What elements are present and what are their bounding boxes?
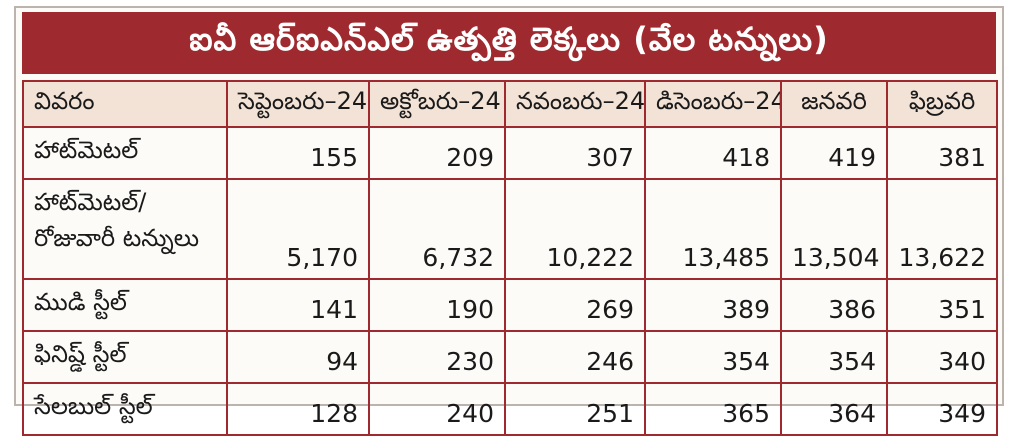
table-cell: 230 (368, 330, 506, 384)
row-label: ఫినిష్డ్ స్టీల్ (22, 330, 228, 384)
row-label: హాట్‌మెటల్ (22, 126, 228, 180)
table-cell: 10,222 (504, 178, 646, 280)
table-row: హాట్‌మెటల్/ రోజువారీ టన్నులు 5,170 6,732… (22, 178, 998, 280)
table-cell: 246 (504, 330, 646, 384)
table-cell: 209 (368, 126, 506, 180)
column-header-jan: జనవరి (780, 80, 888, 128)
column-header-oct-24: అక్టోబరు–24 (368, 80, 506, 128)
table-cell: 251 (504, 382, 646, 436)
table-row: ముడి స్టీల్ 141 190 269 389 386 351 (22, 278, 998, 332)
table-cell: 307 (504, 126, 646, 180)
table-cell: 141 (226, 278, 370, 332)
table-cell: 351 (886, 278, 998, 332)
production-table-card: ఐవీ ఆర్‌ఐఎన్‌ఎల్ ఉత్పత్తి లెక్కలు (వేల ట… (14, 6, 1004, 436)
row-label: సేలబుల్ స్టీల్ (22, 382, 228, 436)
table-cell: 13,485 (644, 178, 782, 280)
table-cell: 386 (780, 278, 888, 332)
table-cell: 364 (780, 382, 888, 436)
table-cell: 240 (368, 382, 506, 436)
header-row: వివరం సెప్టెంబరు–24 అక్టోబరు–24 నవంబరు–2… (22, 80, 998, 128)
table-cell: 365 (644, 382, 782, 436)
table-cell: 94 (226, 330, 370, 384)
column-header-sep-24: సెప్టెంబరు–24 (226, 80, 370, 128)
table-cell: 155 (226, 126, 370, 180)
row-label: హాట్‌మెటల్/ రోజువారీ టన్నులు (22, 178, 228, 280)
table-cell: 13,504 (780, 178, 888, 280)
table-cell: 354 (644, 330, 782, 384)
table-row: హాట్‌మెటల్ 155 209 307 418 419 381 (22, 126, 998, 180)
table-cell: 190 (368, 278, 506, 332)
table-cell: 354 (780, 330, 888, 384)
table-cell: 269 (504, 278, 646, 332)
table-row: ఫినిష్డ్ స్టీల్ 94 230 246 354 354 340 (22, 330, 998, 384)
table-cell: 6,732 (368, 178, 506, 280)
row-label: ముడి స్టీల్ (22, 278, 228, 332)
column-header-dec-24: డిసెంబరు–24 (644, 80, 782, 128)
table-cell: 389 (644, 278, 782, 332)
table-cell: 340 (886, 330, 998, 384)
table-title: ఐవీ ఆర్‌ఐఎన్‌ఎల్ ఉత్పత్తి లెక్కలు (వేల ట… (22, 12, 996, 74)
table-cell: 419 (780, 126, 888, 180)
row-label-line: రోజువారీ టన్నులు (34, 224, 200, 252)
column-header-feb: ఫిబ్రవరి (886, 80, 998, 128)
table-cell: 418 (644, 126, 782, 180)
column-header-detail: వివరం (22, 80, 228, 128)
table-cell: 5,170 (226, 178, 370, 280)
production-table: వివరం సెప్టెంబరు–24 అక్టోబరు–24 నవంబరు–2… (22, 80, 998, 436)
row-label-line: హాట్‌మెటల్/ (34, 188, 147, 216)
table-row: సేలబుల్ స్టీల్ 128 240 251 365 364 349 (22, 382, 998, 436)
table-cell: 128 (226, 382, 370, 436)
table-cell: 349 (886, 382, 998, 436)
table-cell: 13,622 (886, 178, 998, 280)
table-cell: 381 (886, 126, 998, 180)
column-header-nov-24: నవంబరు–24 (504, 80, 646, 128)
